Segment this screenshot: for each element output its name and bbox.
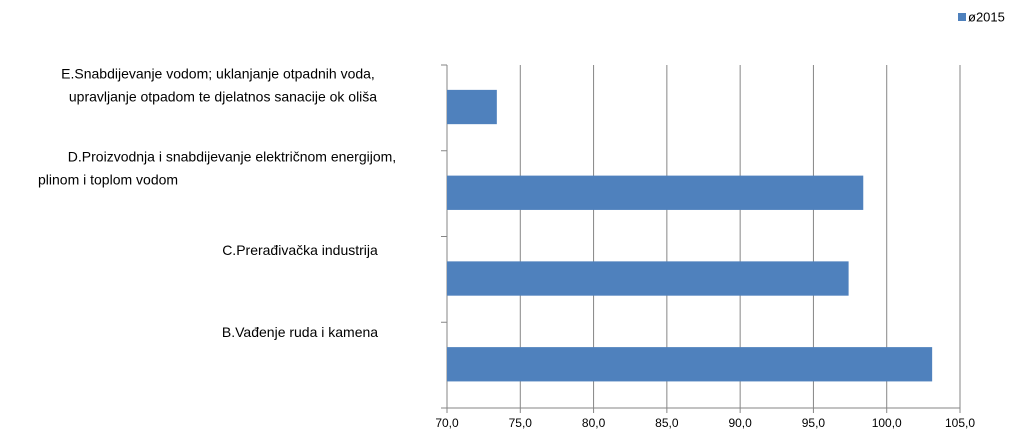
x-tick-label: 70,0: [435, 416, 459, 430]
category-label: upravljanje otpadom te djelatnos sanacij…: [69, 89, 377, 105]
bar: [447, 175, 864, 210]
x-tick-label: 85,0: [655, 416, 679, 430]
x-tick-label: 80,0: [582, 416, 606, 430]
bar: [447, 89, 497, 125]
legend-label: ø2015: [968, 9, 1005, 24]
category-label: B.Vađenje ruda i kamena: [222, 324, 378, 340]
x-tick-label: 90,0: [728, 416, 752, 430]
x-tick-label: 75,0: [509, 416, 533, 430]
x-tick-label: 105,0: [945, 416, 975, 430]
category-label: D.Proizvodnja i snabdijevanje električno…: [68, 148, 396, 164]
legend-swatch: [958, 13, 966, 21]
x-tick-label: 95,0: [802, 416, 826, 430]
category-label: plinom i toplom vodom: [38, 171, 178, 187]
category-label: C.Prerađivačka industrija: [222, 242, 378, 258]
category-label: E.Snabdijevanje vodom; uklanjanje otpadn…: [61, 66, 375, 82]
x-tick-label: 100,0: [872, 416, 902, 430]
bar: [447, 261, 849, 296]
bar: [447, 347, 933, 382]
